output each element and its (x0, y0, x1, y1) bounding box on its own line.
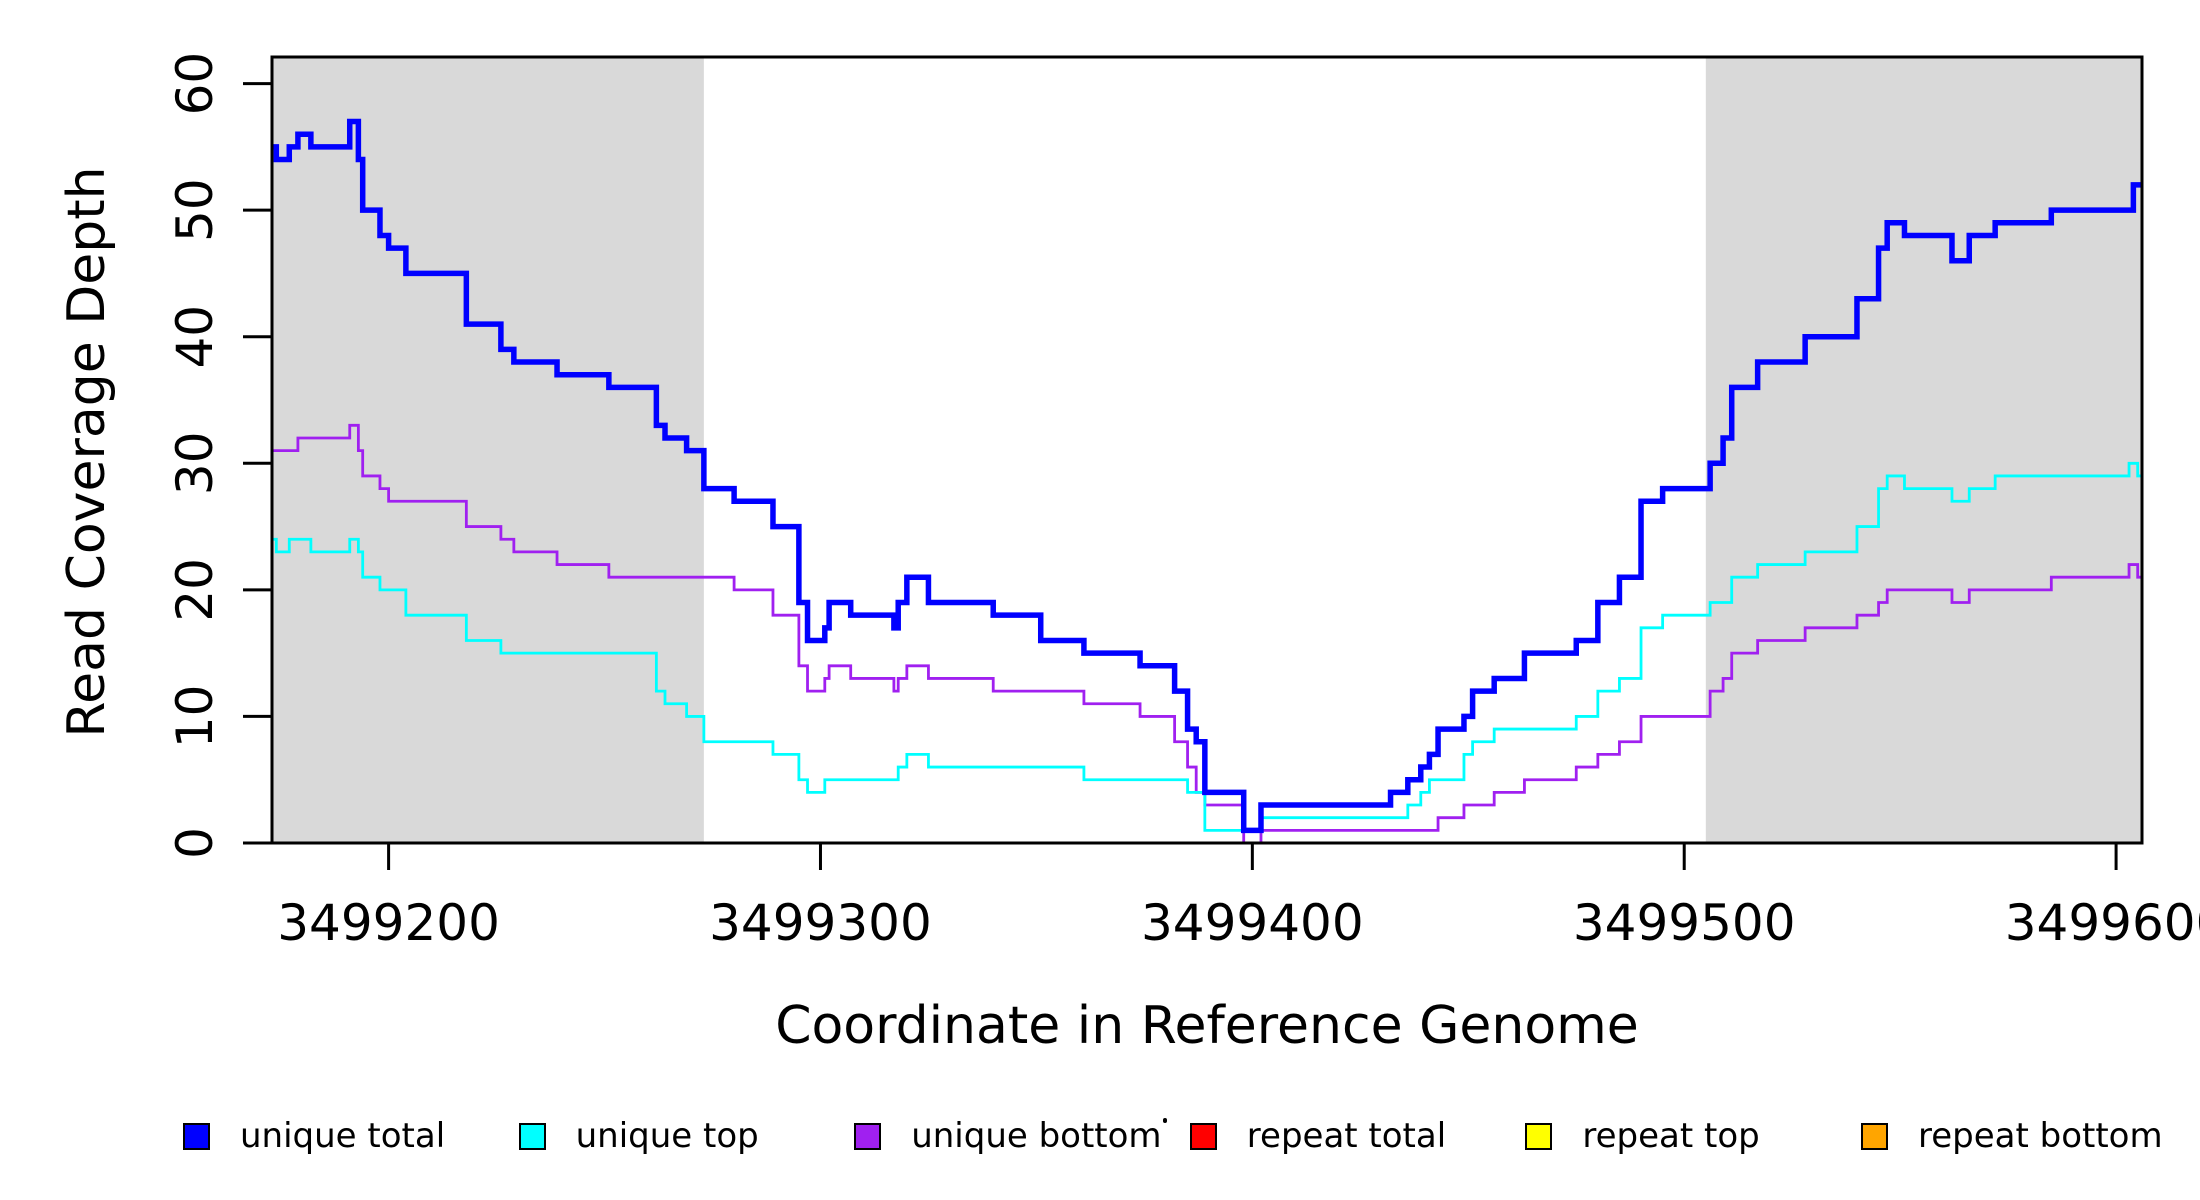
highlight-band (272, 57, 704, 843)
y-tick-label: 40 (166, 305, 224, 369)
y-axis-ticks: 0 10 20 30 40 50 60 (166, 52, 272, 859)
highlight-bands (272, 57, 2142, 843)
plot-frame (270, 55, 2144, 845)
x-tick-label: 3499400 (1141, 894, 1364, 952)
y-tick-label: 60 (166, 52, 224, 116)
y-tick-label: 50 (166, 178, 224, 242)
x-axis-title: Coordinate in Reference Genome (775, 996, 1639, 1056)
x-tick-label: 3499200 (277, 894, 500, 952)
y-tick-label: 30 (166, 431, 224, 495)
y-axis-title: Read Coverage Depth (57, 166, 117, 738)
series-unique-total (272, 118, 2142, 834)
y-tick-label: 0 (166, 827, 224, 859)
y-tick-label: 10 (166, 685, 224, 749)
x-tick-label: 3499500 (1573, 894, 1796, 952)
series-unique-bottom (272, 423, 2142, 845)
y-tick-label: 20 (166, 558, 224, 622)
plot-border (270, 55, 2144, 845)
x-tick-label: 3499300 (709, 894, 932, 952)
legend-stray-mark (1163, 1118, 1167, 1123)
highlight-band (1705, 57, 2142, 843)
